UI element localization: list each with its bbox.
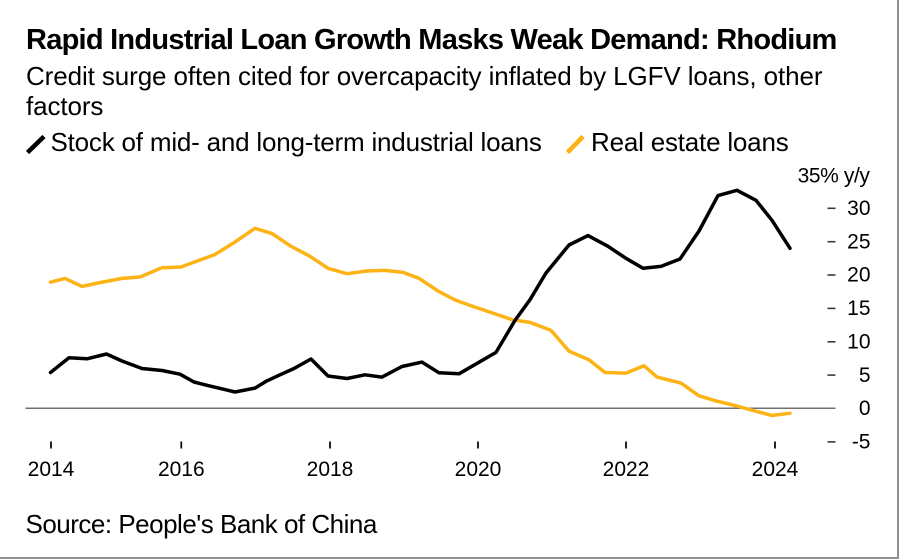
svg-text:2022: 2022 [603,458,650,481]
svg-text:10: 10 [847,331,870,354]
svg-text:2018: 2018 [307,458,354,481]
svg-text:2020: 2020 [455,458,502,481]
svg-text:-5: -5 [852,431,871,454]
svg-text:0: 0 [859,397,871,420]
svg-text:5: 5 [859,364,871,387]
svg-text:30: 30 [847,197,870,220]
svg-text:15: 15 [847,297,870,320]
svg-text:2014: 2014 [28,458,75,481]
svg-text:35% y/y: 35% y/y [798,165,871,188]
svg-text:20: 20 [847,264,870,287]
svg-text:2024: 2024 [752,458,799,481]
svg-text:2016: 2016 [158,458,205,481]
svg-text:25: 25 [847,230,870,253]
